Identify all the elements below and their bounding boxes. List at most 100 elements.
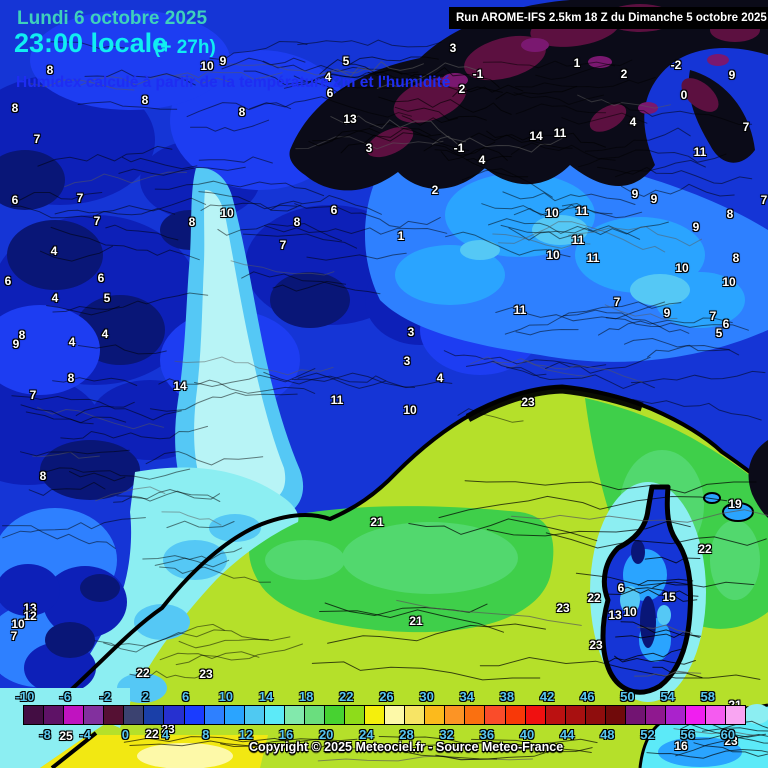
- coastline: [0, 384, 768, 705]
- contour-line: [69, 471, 126, 482]
- forecast-offset-label: (+ 27h): [154, 37, 216, 58]
- contour-line: [174, 356, 334, 376]
- contour-line: [129, 670, 213, 679]
- contour-line: [562, 309, 690, 334]
- contour-line: [178, 636, 291, 649]
- contour-line: [319, 609, 504, 633]
- contour-line: [652, 582, 692, 589]
- contour-line: [249, 96, 412, 118]
- contour-line: [440, 147, 508, 162]
- contour-line: [319, 56, 439, 75]
- contour-line: [515, 77, 656, 89]
- contour-line: [606, 102, 753, 126]
- contour-line: [392, 66, 500, 88]
- contour-line: [367, 71, 437, 83]
- contour-line: [272, 280, 347, 292]
- contour-line: [175, 71, 283, 80]
- contour-line: [378, 96, 512, 115]
- date-label: Lundi 6 octobre 2025: [17, 8, 208, 29]
- contour-line: [515, 328, 579, 336]
- contour-line: [431, 135, 563, 153]
- parameter-subtitle: Humidex calculé à partir de la températu…: [16, 74, 451, 91]
- contour-line: [264, 225, 448, 235]
- contour-line: [113, 488, 221, 503]
- contour-line: [77, 344, 167, 355]
- contour-line: [186, 102, 292, 118]
- contour-line: [297, 39, 442, 48]
- pale-yellow-patch: [137, 743, 233, 768]
- contour-line: [243, 70, 394, 93]
- legend-cell: [706, 706, 727, 724]
- contour-line: [492, 233, 591, 249]
- contour-line: [209, 40, 308, 61]
- contour-line: [159, 651, 260, 661]
- contour-line: [20, 404, 127, 424]
- contour-line: [466, 360, 547, 377]
- legend-cell: [666, 706, 687, 724]
- contour-line: [604, 304, 678, 320]
- contour-line: [675, 733, 768, 757]
- contour-line: [2, 517, 146, 539]
- genoa-dense-contours: [465, 384, 644, 422]
- contour-line: [54, 197, 207, 215]
- contour-line: [270, 194, 382, 215]
- contour-line: [200, 202, 302, 212]
- contour-line: [614, 159, 706, 178]
- italy-coast-dark: [748, 440, 768, 518]
- contour-line: [428, 77, 503, 93]
- legend-cell: [525, 706, 546, 724]
- contour-line: [217, 63, 370, 76]
- contour-line: [673, 728, 758, 736]
- contour-line: [443, 350, 607, 369]
- contour-line: [116, 490, 220, 502]
- contour-line: [624, 337, 731, 352]
- contour-line: [495, 85, 578, 100]
- contour-line: [198, 156, 273, 164]
- contour-line: [511, 509, 768, 523]
- contour-line: [394, 106, 487, 121]
- contour-line: [11, 395, 182, 421]
- corsica-dark-patches: [631, 540, 656, 648]
- legend-cell: [585, 706, 606, 724]
- legend-cell: [304, 706, 325, 724]
- contour-line: [25, 411, 94, 425]
- legend-cell: [726, 706, 746, 724]
- contour-line: [502, 191, 636, 205]
- legend-cell: [284, 706, 305, 724]
- contour-line: [481, 203, 586, 218]
- contour-line: [194, 368, 316, 388]
- legend-cell: [385, 706, 406, 724]
- spain-coastline: [50, 731, 98, 768]
- model-run-info: Run AROME-IFS 2.5km 18 Z du Dimanche 5 o…: [449, 7, 768, 29]
- contour-line: [50, 226, 200, 261]
- sardinia-sky-patch: [658, 737, 742, 767]
- contour-line: [121, 156, 198, 170]
- contour-line: [230, 260, 335, 276]
- legend-color-bar: [23, 705, 746, 725]
- contour-line: [242, 233, 358, 249]
- legend-cell: [405, 706, 426, 724]
- legend-cell: [204, 706, 225, 724]
- contour-line: [513, 205, 613, 216]
- contour-line: [94, 629, 269, 653]
- legend-cell: [445, 706, 466, 724]
- contour-line: [39, 245, 113, 262]
- contour-line: [75, 401, 135, 417]
- contour-line: [504, 301, 682, 335]
- contour-line: [644, 556, 701, 564]
- contour-line: [378, 736, 598, 746]
- contour-line: [495, 301, 666, 322]
- contour-line: [637, 624, 693, 634]
- contour-line: [647, 344, 740, 358]
- contour-line: [28, 481, 106, 496]
- contour-line: [615, 632, 700, 639]
- contour-line: [408, 518, 598, 542]
- contour-line: [513, 92, 604, 106]
- legend-cell: [425, 706, 446, 724]
- legend-cell: [485, 706, 506, 724]
- contour-line: [11, 192, 103, 205]
- elba-islands: [703, 492, 754, 522]
- legend-cell: [64, 706, 85, 724]
- contour-line: [340, 132, 442, 154]
- legend-cell: [144, 706, 165, 724]
